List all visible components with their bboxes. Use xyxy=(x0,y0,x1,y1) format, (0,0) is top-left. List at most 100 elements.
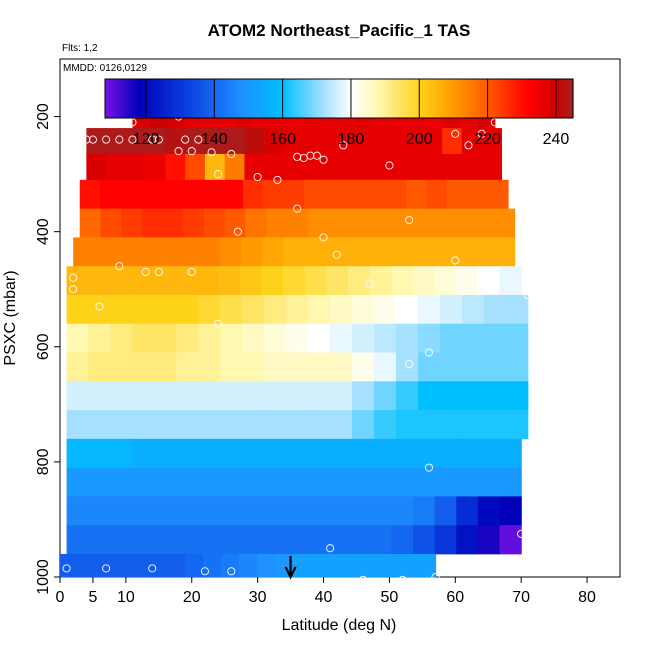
heatmap-cell xyxy=(153,266,176,296)
colorbar-cell xyxy=(512,79,517,118)
colorbar: 120 140 160 180 200 220 240 xyxy=(104,78,574,148)
heatmap-cell xyxy=(417,323,441,353)
colorbar-cell xyxy=(295,79,300,118)
heatmap-cell xyxy=(220,352,243,382)
colorbar-cell xyxy=(282,79,287,118)
heatmap-cell xyxy=(477,438,501,469)
colorbar-cell xyxy=(322,79,327,118)
heatmap-cell xyxy=(346,553,365,578)
colorbar-cell xyxy=(105,79,109,118)
heatmap-cell xyxy=(100,179,122,210)
colorbar-cell xyxy=(208,79,213,118)
colorbar-cell xyxy=(462,79,467,118)
heatmap-cell xyxy=(422,153,443,181)
heatmap-cell xyxy=(245,208,267,238)
sample-point xyxy=(194,135,203,144)
heatmap-cell xyxy=(244,128,265,155)
heatmap-cell xyxy=(369,496,392,526)
heatmap-cell xyxy=(369,208,391,238)
colorbar-cell xyxy=(315,79,320,118)
heatmap-cell xyxy=(204,128,226,155)
position-marker xyxy=(284,556,297,580)
heatmap-cell xyxy=(483,352,507,382)
heatmap-cell xyxy=(352,410,375,440)
sample-point xyxy=(359,575,368,584)
heatmap-cell xyxy=(174,496,198,526)
heatmap-cell xyxy=(283,179,305,210)
heatmap-cell xyxy=(348,496,371,526)
heatmap-cell xyxy=(121,208,143,238)
heatmap-cell xyxy=(79,208,102,238)
x-tick-label: 20 xyxy=(183,589,201,606)
colorbar-cell xyxy=(502,79,507,118)
heatmap-cell xyxy=(109,438,133,469)
heatmap-cell xyxy=(176,381,199,411)
heatmap-cell xyxy=(451,237,474,267)
heatmap-cell xyxy=(461,323,485,353)
heatmap-cell xyxy=(402,153,423,181)
sample-point xyxy=(62,564,71,573)
heatmap-cell xyxy=(264,294,287,325)
heatmap-cell xyxy=(110,410,134,440)
heatmap-cell xyxy=(88,467,111,497)
colorbar-cell xyxy=(252,79,257,118)
heatmap-cell xyxy=(412,496,436,526)
heatmap-cell xyxy=(396,381,419,411)
heatmap-cell xyxy=(66,438,89,469)
heatmap-cell xyxy=(204,153,226,181)
heatmap-cell xyxy=(446,179,468,210)
colorbar-cell xyxy=(359,79,363,118)
heatmap-cell xyxy=(88,381,112,411)
colorbar-cell xyxy=(452,79,457,118)
heatmap-cell xyxy=(174,266,198,296)
y-tick-label: 600 xyxy=(35,333,52,360)
sample-point xyxy=(115,262,124,271)
colorbar-cell xyxy=(121,79,126,118)
heatmap-cell xyxy=(161,179,183,210)
heatmap-cell xyxy=(264,128,285,155)
x-axis: 0 5 10 20 30 40 50 60 70 80 xyxy=(56,577,596,606)
heatmap-cell xyxy=(88,525,111,555)
sample-point xyxy=(227,149,236,159)
heatmap-cell xyxy=(153,438,176,469)
heatmap-cell xyxy=(196,467,219,497)
heatmap-cell xyxy=(264,323,287,353)
heatmap-cell xyxy=(218,266,241,296)
heatmap-cell xyxy=(473,208,495,238)
heatmap-cell xyxy=(308,294,331,325)
heatmap-cell xyxy=(220,294,243,325)
heatmap-cell xyxy=(328,208,350,238)
heatmap-cell xyxy=(456,438,479,469)
heatmap-cell xyxy=(154,410,177,440)
heatmap-cell xyxy=(181,179,203,210)
sample-points xyxy=(62,100,539,584)
colorbar-cell xyxy=(298,79,303,118)
heatmap-cell xyxy=(220,237,242,267)
heatmap-cell xyxy=(308,381,331,411)
heatmap-cell xyxy=(330,410,353,440)
colorbar-tick-label: 180 xyxy=(338,131,365,148)
sample-point xyxy=(214,319,223,328)
heatmap-cell xyxy=(88,294,112,325)
colorbar-cell xyxy=(539,79,544,118)
heatmap-cell xyxy=(326,467,349,497)
heatmap-cell xyxy=(411,208,433,238)
heatmap-cell xyxy=(263,179,285,210)
colorbar-cell xyxy=(422,79,427,118)
heatmap-cell xyxy=(330,381,353,411)
colorbar-cell xyxy=(429,79,434,118)
heatmap-cell xyxy=(115,237,137,267)
colorbar-cell xyxy=(238,79,243,118)
heatmap-cell xyxy=(165,128,186,155)
heatmap-cell xyxy=(391,266,414,296)
colorbar-tick-label: 160 xyxy=(269,131,296,148)
heatmap-cell xyxy=(153,467,176,497)
colorbar-cell xyxy=(242,79,246,118)
heatmap-cell xyxy=(461,352,485,382)
colorbar-cell xyxy=(342,79,347,118)
heatmap-cell xyxy=(266,208,288,238)
heatmap-cell xyxy=(286,381,309,411)
heatmap-cell xyxy=(352,294,375,325)
colorbar-cell xyxy=(191,79,196,118)
heatmap-cell xyxy=(330,294,353,325)
